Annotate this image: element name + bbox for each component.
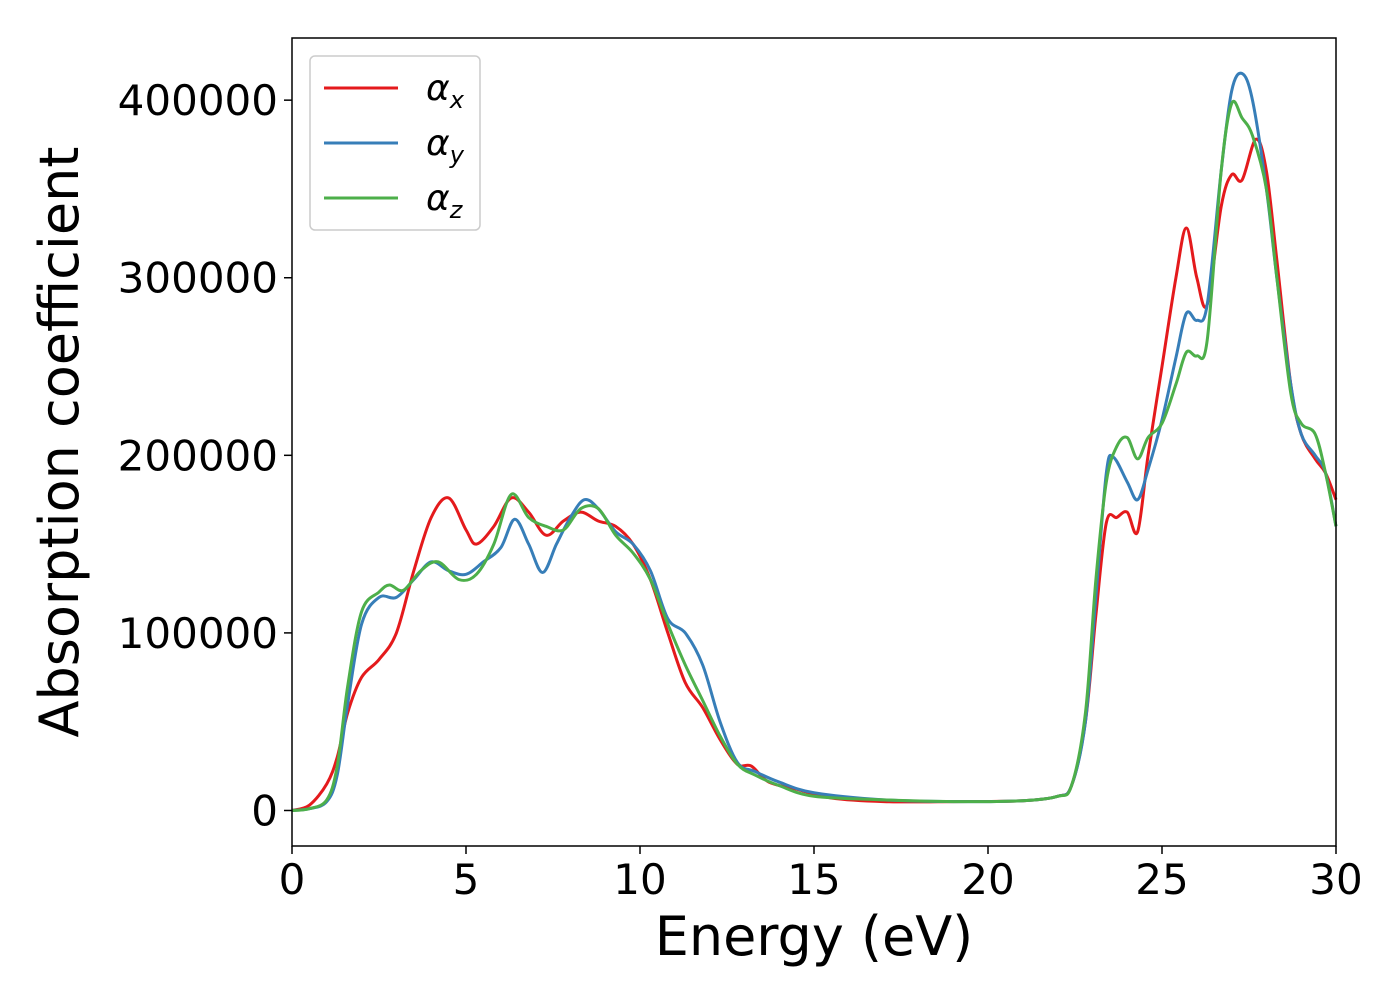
x-tick-label: 5 (453, 855, 480, 904)
legend-label-z: αz (426, 178, 464, 224)
x-tick-label: 15 (787, 855, 840, 904)
x-tick-label: 20 (961, 855, 1014, 904)
y-axis-title: Absorption coefficient (28, 147, 91, 738)
series-line-x (291, 137, 1338, 812)
y-tick-label: 300000 (118, 254, 278, 303)
x-axis-title: Energy (eV) (655, 905, 974, 968)
series-layer (291, 71, 1338, 812)
y-tick-label: 100000 (118, 609, 278, 658)
x-tick-label: 10 (613, 855, 666, 904)
x-tick-label: 30 (1309, 855, 1362, 904)
y-tick-label: 0 (251, 786, 278, 835)
y-tick-label: 200000 (118, 431, 278, 480)
x-axis-ticks: 0 5 10 15 20 25 30 (279, 846, 1363, 904)
legend-label-x: αx (426, 68, 465, 114)
y-tick-label: 400000 (118, 76, 278, 125)
legend-label-y: αy (426, 123, 465, 169)
x-tick-label: 25 (1135, 855, 1188, 904)
series-line-z (291, 99, 1338, 812)
x-tick-label: 0 (279, 855, 306, 904)
y-axis-ticks: 0 100000 200000 300000 400000 (118, 76, 292, 835)
legend: αx αy αz (309, 55, 481, 231)
